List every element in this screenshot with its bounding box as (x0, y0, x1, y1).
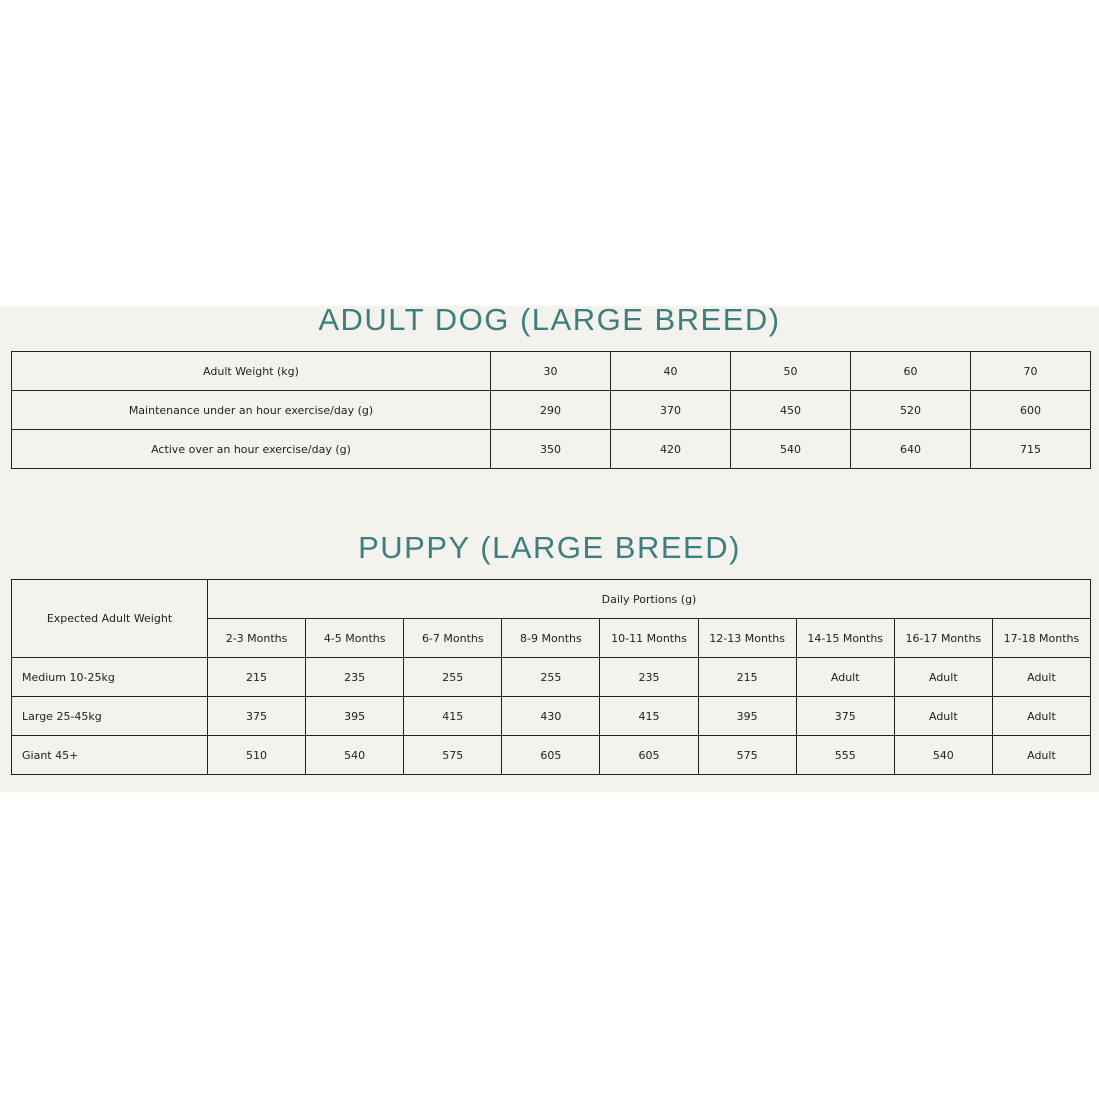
table-row: Active over an hour exercise/day (g) 350 4… (11, 429, 1091, 469)
column-header: 10-11 Months (599, 618, 699, 658)
table-cell: Adult (991, 696, 1092, 736)
table-cell: 255 (403, 657, 503, 697)
row-label: Maintenance under an hour exercise/day (… (11, 390, 491, 430)
table-cell: 235 (305, 657, 405, 697)
table-cell: 510 (206, 735, 307, 775)
table-cell: 255 (501, 657, 601, 697)
table-cell: 420 (610, 429, 731, 469)
column-header: 4-5 Months (305, 618, 405, 658)
table-cell: Adult (991, 657, 1092, 697)
table-row: Maintenance under an hour exercise/day (… (11, 390, 1091, 430)
table-row: Giant 45+ 510 540 575 605 605 575 555 540 Adult (11, 735, 1092, 775)
row-label: Large 25-45kg (11, 696, 208, 736)
table-row: Large 25-45kg 375 395 415 430 415 395 375 Adult A… (11, 696, 1092, 736)
table-cell: 375 (795, 696, 895, 736)
table-cell: 215 (206, 657, 307, 697)
table-cell: 715 (970, 429, 1091, 469)
table-cell: 70 (970, 351, 1091, 391)
column-header: 12-13 Months (697, 618, 797, 658)
table-cell: 450 (730, 390, 851, 430)
row-label: Adult Weight (kg) (11, 351, 491, 391)
table-row: Adult Weight (kg) 30 40 50 60 70 (11, 351, 1091, 391)
table-cell: 60 (850, 351, 971, 391)
row-label: Active over an hour exercise/day (g) (11, 429, 491, 469)
adult-title: ADULT DOG (LARGE BREED) (318, 302, 781, 337)
table-cell: 235 (599, 657, 699, 697)
table-cell: 605 (501, 735, 601, 775)
table-cell: 30 (490, 351, 611, 391)
header-row: Expected Adult Weight Daily Portions (g) (11, 579, 1091, 658)
table-cell: 395 (305, 696, 405, 736)
column-header: 17-18 Months (991, 618, 1092, 658)
table-cell: 290 (490, 390, 611, 430)
column-header: 2-3 Months (206, 618, 307, 658)
table-cell: 350 (490, 429, 611, 469)
adult-feeding-table: Adult Weight (kg) 30 40 50 60 70 Maintenance u… (11, 351, 1091, 469)
column-header: 14-15 Months (795, 618, 895, 658)
table-cell: Adult (893, 657, 993, 697)
table-cell: Adult (893, 696, 993, 736)
puppy-title: PUPPY (LARGE BREED) (358, 530, 741, 565)
column-header: 16-17 Months (893, 618, 993, 658)
column-header: 8-9 Months (501, 618, 601, 658)
row-label: Medium 10-25kg (11, 657, 208, 697)
table-cell: Adult (991, 735, 1092, 775)
table-cell: 395 (697, 696, 797, 736)
table-cell: 50 (730, 351, 851, 391)
column-header: 6-7 Months (403, 618, 503, 658)
table-cell: 540 (305, 735, 405, 775)
table-cell: 540 (730, 429, 851, 469)
table-cell: 215 (697, 657, 797, 697)
table-cell: 415 (403, 696, 503, 736)
table-cell: 575 (697, 735, 797, 775)
table-cell: 370 (610, 390, 731, 430)
column-header-row: 2-3 Months 4-5 Months 6-7 Months 8-9 Months… (12, 618, 1092, 658)
table-cell: 520 (850, 390, 971, 430)
row-header: Expected Adult Weight (11, 579, 208, 658)
table-cell: 555 (795, 735, 895, 775)
table-cell: 540 (893, 735, 993, 775)
row-label: Giant 45+ (11, 735, 208, 775)
group-header: Daily Portions (g) (207, 579, 1091, 619)
table-cell: 40 (610, 351, 731, 391)
table-cell: 575 (403, 735, 503, 775)
table-cell: 640 (850, 429, 971, 469)
table-cell: 430 (501, 696, 601, 736)
table-cell: 375 (206, 696, 307, 736)
table-cell: 605 (599, 735, 699, 775)
table-cell: 415 (599, 696, 699, 736)
table-cell: 600 (970, 390, 1091, 430)
puppy-feeding-table: Expected Adult Weight Daily Portions (g)… (11, 579, 1092, 775)
table-cell: Adult (795, 657, 895, 697)
table-row: Medium 10-25kg 215 235 255 255 235 215 Adult Adu… (11, 657, 1092, 697)
